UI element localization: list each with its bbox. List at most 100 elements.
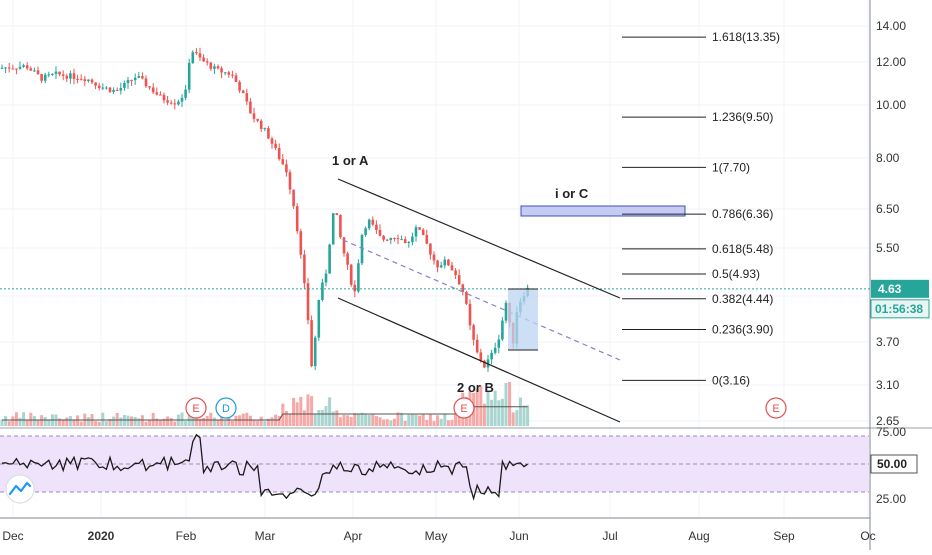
candle-body [501,320,504,340]
target-zone-box[interactable] [520,205,686,217]
candle-body [126,80,130,83]
candle-body [227,72,231,75]
volume-bar [184,421,188,426]
volume-bar [497,400,501,426]
volume-bar [299,396,303,426]
time-tick-label: 2020 [88,529,115,543]
candle-body [385,239,389,241]
volume-bar [14,412,18,426]
volume-bar [349,416,353,426]
current-price-label: 4.63 [878,282,902,296]
candle-body [51,73,54,75]
price-tick-label: 2.65 [876,414,900,428]
candle-body [418,227,421,230]
event-marker-earnings[interactable] [185,397,207,419]
volume-bar [439,418,443,426]
price-axis[interactable]: 14.00 12.00 10.00 8.00 6.50 5.50 3.70 3.10 2.65 4… [870,19,930,428]
volume-bar [270,417,274,426]
volume-bar [148,420,152,426]
time-axis[interactable]: Dec 2020 Feb Mar Apr May Jun Jul Aug Sep Oc [2,529,875,543]
volume-bar [338,417,342,426]
candle-body [112,89,115,92]
candle-body [198,53,202,58]
volume-bar [112,416,116,426]
volume-bar [166,416,170,426]
volume-bar [202,418,206,426]
event-marker-earnings[interactable] [453,397,475,419]
volume-bar [155,418,159,426]
candle-body [65,75,69,79]
time-tick-label: Apr [344,529,363,543]
candle-body [396,238,400,240]
time-tick-label: May [425,529,448,543]
candle-body [213,66,216,69]
volume-bar [58,418,62,426]
volume-bar [310,396,314,426]
fib-level-label: 0.382(4.44) [712,292,773,306]
volume-bar [29,412,33,426]
candle-body [353,284,357,292]
candle-body [180,97,184,102]
countdown-label: 01:56:38 [875,302,923,316]
highlight-box[interactable] [508,289,538,350]
candle-body [76,78,79,80]
candle-body [155,92,159,95]
volume-bar [119,417,123,426]
candle-body [25,65,29,69]
time-tick-label: Sep [773,529,795,543]
candle-body [238,82,241,91]
candle-body [306,283,310,321]
candle-body [249,101,252,114]
candle-body [497,339,501,348]
time-tick-label: Jul [602,529,617,543]
volume-bar [382,419,386,426]
candle-body [223,72,227,74]
candle-body [177,101,180,105]
volume-bar [227,416,231,426]
candle-body [115,89,119,91]
volume-bar [79,421,83,426]
candle-body [36,70,40,75]
rsi-current-badge[interactable] [870,454,918,474]
candle-body [400,239,403,241]
candle-body [429,243,432,255]
volume-bar [335,410,339,426]
candle-body [375,224,378,230]
candle-body [378,229,382,236]
countdown-badge [870,299,930,319]
candle-body [191,52,195,63]
event-marker-dividend[interactable] [215,397,237,419]
candle-body [382,235,385,240]
grid [0,0,870,518]
volume-bar [263,421,267,426]
candle-body [475,339,479,353]
candle-body [29,68,33,71]
volume-bar [428,413,432,426]
volume-bar [331,411,335,426]
channel-upper-line[interactable] [337,178,621,299]
candle-body [285,164,288,173]
candle-body [317,300,321,338]
channel-lower-line[interactable] [337,297,621,423]
candle-body [274,143,277,149]
candle-body [331,213,335,245]
event-marker-earnings[interactable] [765,397,787,419]
rsi-axis[interactable]: 75.00 50.00 25.00 [870,425,918,506]
volume-bar [518,397,522,426]
volume-bar [407,414,411,426]
volume-bar [187,412,191,426]
candle-body [299,231,303,255]
fibonacci-levels[interactable]: 1.618(13.35) 1.236(9.50) 1(7.70) 0.786(6.36… [622,30,780,387]
volume-bar [108,418,112,426]
candle-body [349,264,353,285]
candle-body [101,87,105,89]
tradingview-logo[interactable] [5,474,35,504]
volume-bar [22,412,26,426]
drawings-layer[interactable]: 1.618(13.35) 1.236(9.50) 1(7.70) 0.786(6.36… [337,30,780,423]
candle-body [425,235,429,244]
candle-body [465,291,468,304]
current-price-badge[interactable] [871,279,929,298]
